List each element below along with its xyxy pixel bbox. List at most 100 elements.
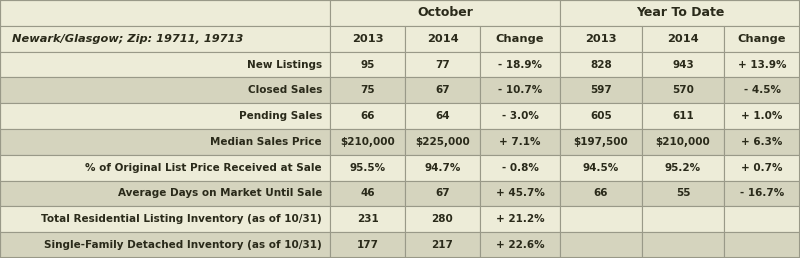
Text: 46: 46 — [360, 189, 375, 198]
Bar — [330, 232, 405, 258]
Bar — [724, 77, 800, 103]
Bar — [724, 206, 800, 232]
Bar — [405, 103, 480, 129]
Bar — [724, 103, 800, 129]
Bar — [330, 103, 405, 129]
Bar — [642, 77, 724, 103]
Bar — [480, 77, 560, 103]
Bar — [0, 206, 330, 232]
Text: 177: 177 — [357, 240, 378, 250]
Bar — [480, 155, 560, 181]
Bar — [330, 155, 405, 181]
Bar — [480, 129, 560, 155]
Text: - 0.8%: - 0.8% — [502, 163, 538, 173]
Text: + 1.0%: + 1.0% — [742, 111, 782, 121]
Text: 828: 828 — [590, 60, 612, 69]
Text: Change: Change — [738, 34, 786, 44]
Bar — [480, 52, 560, 77]
Text: 231: 231 — [357, 214, 378, 224]
Text: 597: 597 — [590, 85, 612, 95]
Text: 66: 66 — [594, 189, 608, 198]
Text: 570: 570 — [672, 85, 694, 95]
Bar — [330, 26, 405, 52]
Bar — [405, 232, 480, 258]
Text: 67: 67 — [435, 85, 450, 95]
Bar — [560, 232, 642, 258]
Text: 77: 77 — [435, 60, 450, 69]
Text: 2014: 2014 — [667, 34, 699, 44]
Text: 2014: 2014 — [426, 34, 458, 44]
Text: Median Sales Price: Median Sales Price — [210, 137, 322, 147]
Bar — [560, 181, 642, 206]
Text: $210,000: $210,000 — [340, 137, 395, 147]
Text: Pending Sales: Pending Sales — [238, 111, 322, 121]
Bar — [480, 103, 560, 129]
Bar — [560, 0, 800, 26]
Bar — [0, 77, 330, 103]
Text: 64: 64 — [435, 111, 450, 121]
Text: Closed Sales: Closed Sales — [248, 85, 322, 95]
Bar — [330, 206, 405, 232]
Text: - 3.0%: - 3.0% — [502, 111, 538, 121]
Text: 280: 280 — [432, 214, 454, 224]
Bar — [405, 129, 480, 155]
Text: $210,000: $210,000 — [656, 137, 710, 147]
Text: 55: 55 — [676, 189, 690, 198]
Text: + 6.3%: + 6.3% — [742, 137, 782, 147]
Bar — [0, 155, 330, 181]
Bar — [724, 52, 800, 77]
Bar — [0, 129, 330, 155]
Bar — [405, 155, 480, 181]
Bar — [330, 129, 405, 155]
Text: + 0.7%: + 0.7% — [742, 163, 782, 173]
Text: 95.2%: 95.2% — [665, 163, 701, 173]
Bar — [642, 52, 724, 77]
Bar — [330, 77, 405, 103]
Bar — [0, 26, 330, 52]
Bar — [560, 129, 642, 155]
Text: Total Residential Listing Inventory (as of 10/31): Total Residential Listing Inventory (as … — [42, 214, 322, 224]
Bar — [480, 181, 560, 206]
Text: Change: Change — [496, 34, 544, 44]
Bar — [560, 103, 642, 129]
Bar — [405, 52, 480, 77]
Bar — [0, 0, 330, 26]
Bar — [560, 155, 642, 181]
Text: $225,000: $225,000 — [415, 137, 470, 147]
Text: 217: 217 — [431, 240, 454, 250]
Bar — [642, 26, 724, 52]
Text: 2013: 2013 — [352, 34, 383, 44]
Bar — [480, 26, 560, 52]
Text: 66: 66 — [360, 111, 374, 121]
Text: Year To Date: Year To Date — [636, 6, 724, 19]
Bar — [724, 232, 800, 258]
Text: - 16.7%: - 16.7% — [740, 189, 784, 198]
Text: $197,500: $197,500 — [574, 137, 628, 147]
Text: 2013: 2013 — [585, 34, 617, 44]
Bar — [642, 206, 724, 232]
Text: + 21.2%: + 21.2% — [496, 214, 544, 224]
Text: - 18.9%: - 18.9% — [498, 60, 542, 69]
Text: 95.5%: 95.5% — [350, 163, 386, 173]
Bar — [0, 232, 330, 258]
Bar — [560, 26, 642, 52]
Text: 94.7%: 94.7% — [424, 163, 461, 173]
Bar — [480, 206, 560, 232]
Text: + 22.6%: + 22.6% — [496, 240, 544, 250]
Text: 611: 611 — [672, 111, 694, 121]
Bar — [330, 0, 560, 26]
Text: 95: 95 — [360, 60, 374, 69]
Bar — [560, 206, 642, 232]
Bar — [724, 155, 800, 181]
Text: + 7.1%: + 7.1% — [499, 137, 541, 147]
Bar — [560, 52, 642, 77]
Text: + 13.9%: + 13.9% — [738, 60, 786, 69]
Bar — [405, 26, 480, 52]
Text: - 10.7%: - 10.7% — [498, 85, 542, 95]
Bar — [642, 232, 724, 258]
Bar — [560, 77, 642, 103]
Bar — [642, 155, 724, 181]
Text: 943: 943 — [672, 60, 694, 69]
Bar — [642, 103, 724, 129]
Bar — [330, 52, 405, 77]
